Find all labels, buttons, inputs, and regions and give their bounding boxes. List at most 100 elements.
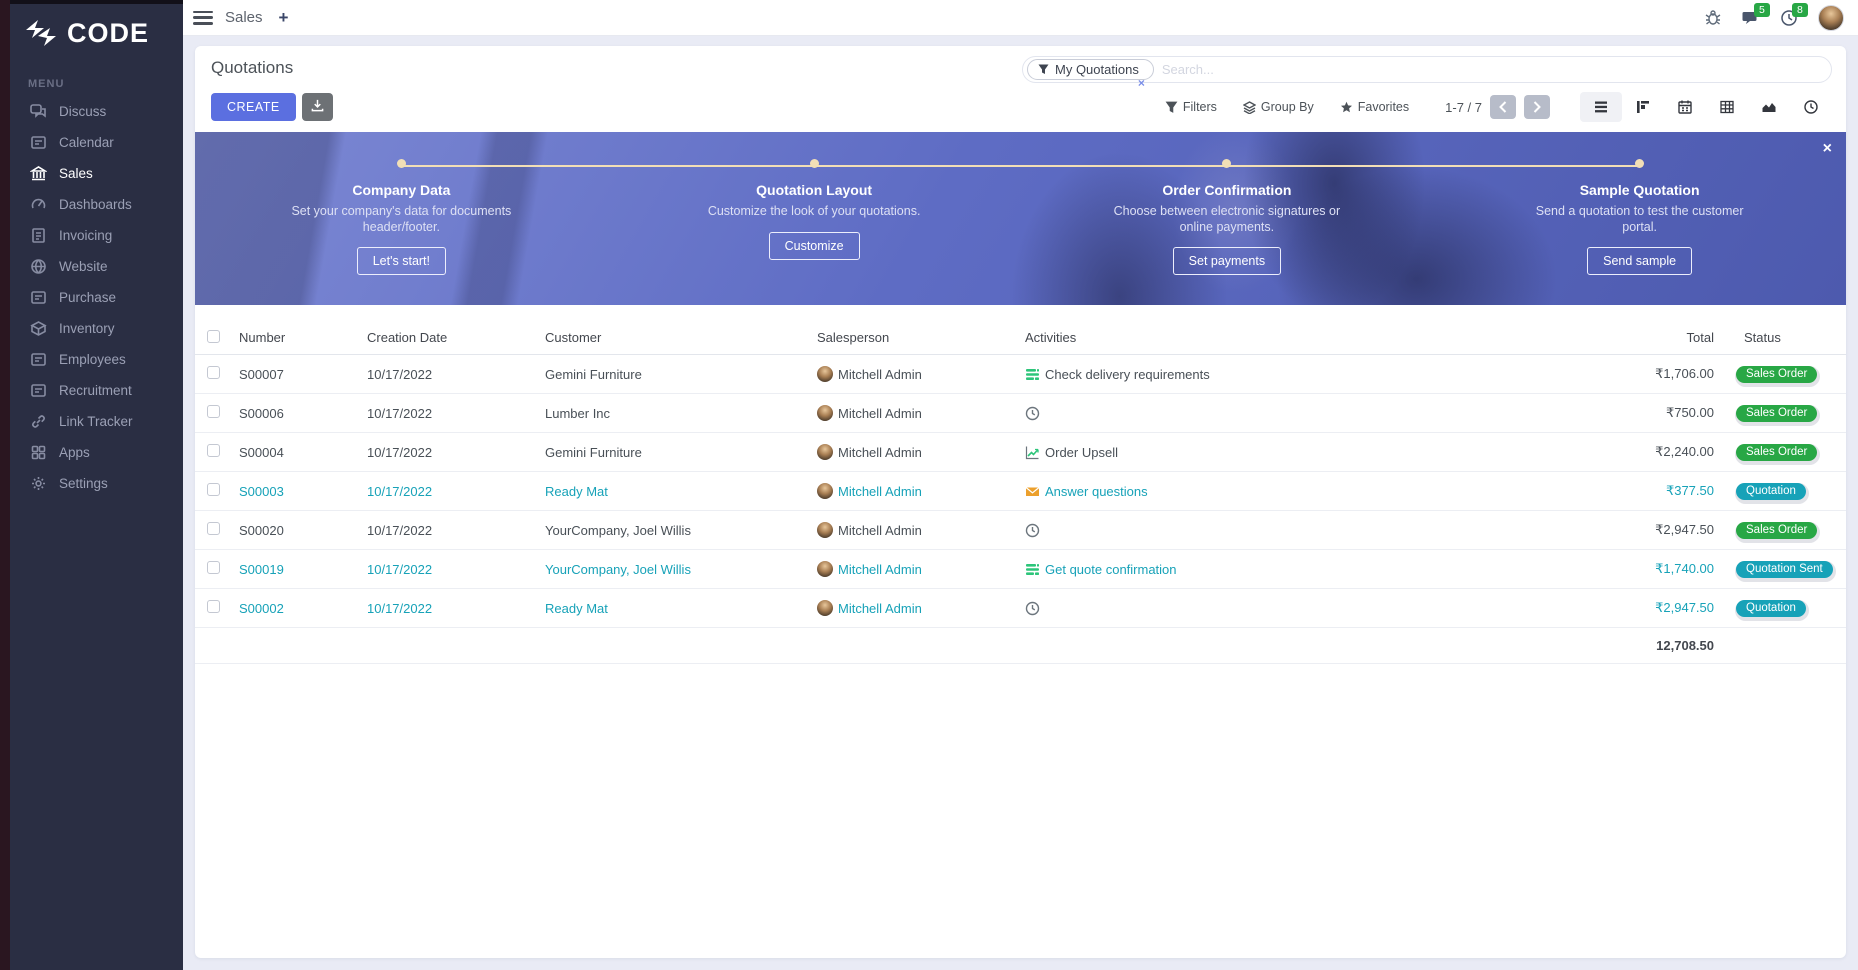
sidebar-item-label: Dashboards	[59, 197, 132, 212]
view-kanban-button[interactable]	[1622, 92, 1664, 122]
brand-logo-icon	[26, 20, 56, 46]
cell-customer: YourCompany, Joel Willis	[545, 561, 691, 577]
messages-icon[interactable]: 5	[1742, 2, 1770, 27]
sidebar-item-settings[interactable]: Settings	[10, 468, 183, 499]
column-header-number[interactable]: Number	[239, 330, 286, 345]
column-header-salesperson[interactable]: Salesperson	[817, 330, 890, 345]
pager-previous-button[interactable]	[1490, 95, 1516, 119]
link-icon	[32, 415, 45, 428]
onboarding-step-order-confirmation: Order Confirmation Choose between electr…	[1021, 132, 1434, 305]
sidebar-item-inventory[interactable]: Inventory	[10, 313, 183, 344]
sidebar-item-website[interactable]: Website	[10, 251, 183, 282]
send-sample-button[interactable]: Send sample	[1587, 247, 1693, 276]
mail-icon	[1025, 486, 1040, 496]
row-checkbox[interactable]	[207, 444, 220, 457]
menu-section-label: MENU	[28, 78, 65, 90]
view-pivot-button[interactable]	[1706, 92, 1748, 122]
module-icon	[31, 291, 46, 304]
brand[interactable]: CODE	[10, 0, 183, 62]
sidebar-item-purchase[interactable]: Purchase	[10, 282, 183, 313]
column-header-activities[interactable]: Activities	[1025, 330, 1077, 345]
sidebar-item-sales[interactable]: Sales	[10, 158, 183, 189]
column-header-status[interactable]: Status	[1744, 330, 1781, 345]
favorites-label: Favorites	[1357, 100, 1410, 114]
row-checkbox[interactable]	[207, 483, 220, 496]
lets-start-button[interactable]: Let's start!	[356, 247, 447, 276]
status-badge: Sales Order	[1736, 521, 1818, 539]
cell-customer: Gemini Furniture	[545, 444, 642, 460]
pager-next-button[interactable]	[1524, 95, 1550, 119]
sidebar-item-employees[interactable]: Employees	[10, 344, 183, 375]
onboarding-step-company-data: Company Data Set your company's data for…	[195, 132, 608, 305]
view-graph-button[interactable]	[1748, 92, 1790, 122]
filters-button[interactable]: Filters	[1165, 100, 1217, 114]
sidebar-item-label: Calendar	[59, 135, 114, 150]
table-row[interactable]: S00006 10/17/2022 Lumber Inc Mitchell Ad…	[195, 394, 1846, 433]
row-checkbox[interactable]	[207, 405, 220, 418]
row-checkbox[interactable]	[207, 561, 220, 574]
table-row[interactable]: S00004 10/17/2022 Gemini Furniture Mitch…	[195, 433, 1846, 472]
filter-facet-my-quotations[interactable]: My Quotations ×	[1027, 59, 1154, 90]
group-by-label: Group By	[1260, 100, 1314, 114]
group-by-button[interactable]: Group By	[1242, 100, 1314, 114]
search-input[interactable]	[1161, 62, 1821, 77]
view-calendar-button[interactable]	[1664, 92, 1706, 122]
cell-number: S00004	[239, 444, 284, 460]
customize-button[interactable]: Customize	[768, 231, 860, 260]
sidebar-item-link-tracker[interactable]: Link Tracker	[10, 406, 183, 437]
debug-bug-icon[interactable]	[1704, 9, 1722, 27]
user-avatar[interactable]	[1818, 4, 1844, 31]
table-row[interactable]: S00020 10/17/2022 YourCompany, Joel Will…	[195, 511, 1846, 550]
view-list-button[interactable]	[1580, 92, 1622, 122]
facet-remove-icon[interactable]: ×	[1137, 76, 1145, 90]
sidebar-item-label: Sales	[59, 166, 93, 181]
clock-icon	[1025, 406, 1040, 420]
banner-close-icon[interactable]: ×	[1822, 140, 1832, 157]
hamburger-menu-icon[interactable]	[193, 10, 213, 25]
sidebar-item-invoicing[interactable]: Invoicing	[10, 220, 183, 251]
view-activity-button[interactable]	[1790, 92, 1832, 122]
search-bar[interactable]: My Quotations ×	[1022, 56, 1832, 90]
step-dot	[396, 159, 406, 168]
cell-customer: Gemini Furniture	[545, 366, 642, 382]
sidebar-item-apps[interactable]: Apps	[10, 437, 183, 468]
new-tab-button[interactable]: +	[278, 7, 289, 27]
favorites-button[interactable]: Favorites	[1340, 100, 1409, 114]
set-payments-button[interactable]: Set payments	[1172, 247, 1282, 276]
cell-creation-date: 10/17/2022	[367, 522, 433, 538]
table-row[interactable]: S00019 10/17/2022 YourCompany, Joel Will…	[195, 550, 1846, 589]
column-header-total[interactable]: Total	[1686, 330, 1714, 345]
cell-salesperson: Mitchell Admin	[838, 483, 922, 499]
create-button[interactable]: CREATE	[211, 93, 296, 121]
invoice-icon	[32, 228, 45, 243]
active-app-name[interactable]: Sales	[225, 9, 263, 26]
messages-count-badge: 5	[1754, 2, 1770, 17]
cell-salesperson: Mitchell Admin	[838, 366, 922, 382]
cell-creation-date: 10/17/2022	[367, 483, 433, 499]
table-row[interactable]: S00007 10/17/2022 Gemini Furniture Mitch…	[195, 355, 1846, 394]
select-all-checkbox[interactable]	[207, 329, 220, 343]
row-checkbox[interactable]	[207, 600, 220, 613]
cell-total: ₹750.00	[1665, 405, 1714, 420]
export-button[interactable]	[301, 93, 333, 121]
activities-clock-icon[interactable]: 8	[1780, 2, 1808, 27]
cell-total: ₹1,740.00	[1655, 561, 1714, 576]
row-checkbox[interactable]	[207, 522, 220, 535]
sidebar-item-discuss[interactable]: Discuss	[10, 96, 183, 127]
step-title: Company Data	[352, 182, 451, 198]
table-row[interactable]: S00002 10/17/2022 Ready Mat Mitchell Adm…	[195, 589, 1846, 628]
content-card: Quotations My Quotations ×	[195, 46, 1846, 958]
column-header-customer[interactable]: Customer	[545, 330, 602, 345]
table-row[interactable]: S00003 10/17/2022 Ready Mat Mitchell Adm…	[195, 472, 1846, 511]
sidebar-item-label: Invoicing	[59, 228, 113, 243]
row-checkbox[interactable]	[207, 366, 220, 379]
salesperson-avatar	[817, 444, 833, 460]
sidebar-item-dashboards[interactable]: Dashboards	[10, 189, 183, 220]
cell-activity: Check delivery requirements	[1045, 366, 1210, 382]
grid-icon	[31, 445, 46, 460]
sidebar-item-calendar[interactable]: Calendar	[10, 127, 183, 158]
sidebar-item-recruitment[interactable]: Recruitment	[10, 375, 183, 406]
cell-creation-date: 10/17/2022	[367, 600, 433, 616]
column-header-creation-date[interactable]: Creation Date	[367, 330, 448, 345]
